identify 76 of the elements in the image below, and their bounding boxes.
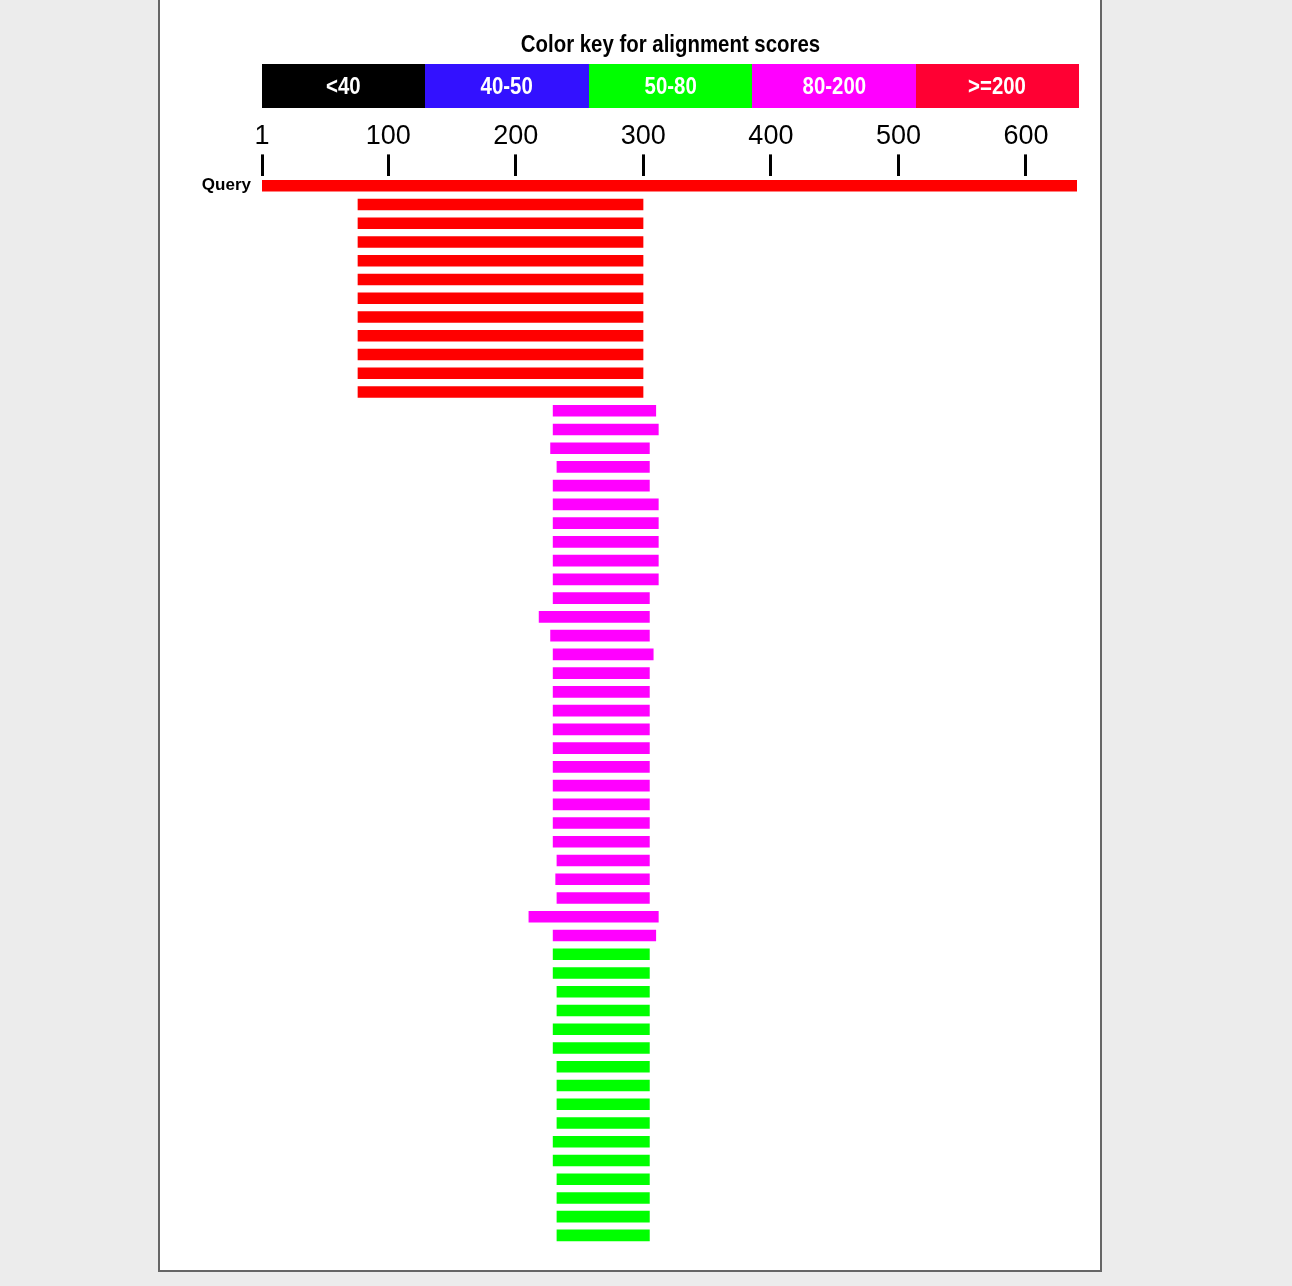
- bar: [262, 179, 1077, 192]
- bar: [552, 554, 659, 567]
- category-label: 80-200: [802, 72, 866, 100]
- bar: [552, 536, 659, 548]
- category-label: 50-80: [644, 72, 697, 100]
- category-label: 40-50: [481, 72, 534, 100]
- bar: [556, 985, 650, 998]
- bar: [552, 798, 650, 811]
- bar: [552, 1042, 650, 1054]
- bar: [357, 348, 644, 361]
- x-tick-label: 200: [493, 119, 539, 150]
- bar: [552, 967, 650, 979]
- bar: [552, 817, 650, 829]
- color-swatch: <40: [262, 64, 426, 108]
- category-label: <40: [326, 72, 362, 100]
- bar: [357, 198, 644, 211]
- bar: [552, 761, 650, 773]
- bar: [552, 723, 650, 736]
- category-label: >=200: [968, 72, 1027, 100]
- bar: [552, 1135, 650, 1148]
- bar: [556, 1079, 650, 1092]
- bar: [528, 910, 659, 923]
- y-tick-label: Query: [201, 175, 252, 195]
- color-swatch: 40-50: [425, 64, 589, 108]
- bar: [552, 573, 659, 586]
- bar: [550, 442, 650, 454]
- x-tick-label: 1: [254, 119, 270, 150]
- bar: [556, 1117, 650, 1129]
- bar: [552, 742, 650, 754]
- bar: [552, 836, 650, 848]
- bar: [357, 386, 644, 398]
- bar: [552, 517, 659, 529]
- bar: [556, 1192, 650, 1204]
- bar: [552, 948, 650, 961]
- bar: [552, 779, 650, 792]
- bar: [552, 592, 650, 604]
- bar: [552, 648, 654, 661]
- bar: [357, 311, 644, 323]
- bar: [556, 1210, 650, 1223]
- bar: [556, 1060, 650, 1073]
- bar: [357, 236, 644, 248]
- bar: [552, 498, 659, 511]
- bar: [357, 367, 644, 380]
- bar: [552, 667, 650, 679]
- bar: [552, 1023, 650, 1036]
- bar: [357, 273, 644, 286]
- x-tick-label: 400: [748, 119, 794, 150]
- bar: [556, 1229, 650, 1242]
- bar: [357, 292, 644, 305]
- bar: [552, 404, 657, 417]
- x-tick-label: 600: [1003, 119, 1049, 150]
- bar: [556, 1004, 650, 1017]
- bar: [556, 461, 650, 473]
- text: Color key for alignment scores: [519, 30, 822, 58]
- bar: [556, 854, 650, 867]
- bar: [357, 217, 644, 230]
- color-swatch: >=200: [915, 64, 1080, 108]
- bar: [552, 704, 650, 717]
- bar: [556, 1098, 650, 1111]
- bar: [552, 423, 659, 436]
- bar: [357, 254, 644, 267]
- bar: [538, 611, 650, 623]
- bar: [552, 929, 657, 942]
- bar: [552, 1154, 650, 1167]
- bar: [556, 1173, 650, 1186]
- x-tick-label: 100: [365, 119, 411, 150]
- bar: [552, 479, 650, 492]
- x-tick-label: 500: [875, 119, 921, 150]
- color-swatch: 80-200: [752, 64, 916, 108]
- color-swatch: 50-80: [588, 64, 753, 108]
- bar: [555, 873, 650, 886]
- bar: [556, 892, 650, 904]
- bar: [552, 686, 650, 698]
- bar: [357, 329, 644, 342]
- x-tick-label: 300: [620, 119, 666, 150]
- bar: [550, 629, 650, 642]
